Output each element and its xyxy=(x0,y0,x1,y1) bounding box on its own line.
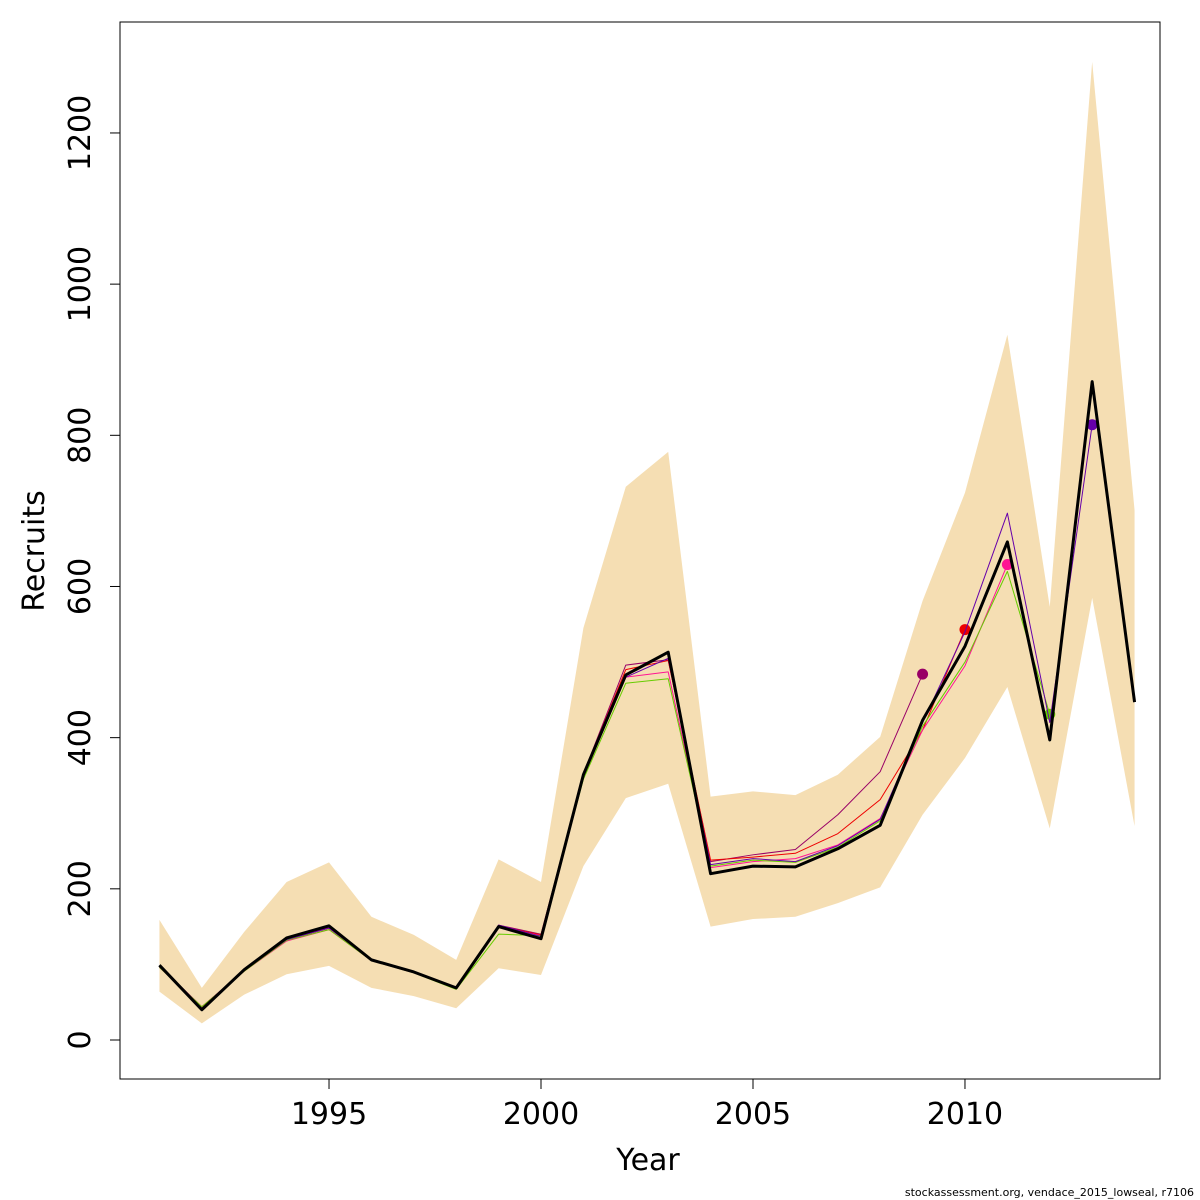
x-tick-label: 1995 xyxy=(291,1097,367,1132)
x-axis-label: Year xyxy=(615,1143,680,1178)
x-tick-label: 2000 xyxy=(503,1097,579,1132)
retro-end-point xyxy=(959,624,971,636)
retro-end-point xyxy=(1086,419,1098,431)
y-tick-label: 1000 xyxy=(63,246,98,322)
y-tick-label: 200 xyxy=(63,860,98,917)
retro-end-point xyxy=(917,668,929,680)
y-tick-label: 0 xyxy=(63,1030,98,1049)
main-line xyxy=(158,380,1137,1012)
x-tick-label: 2005 xyxy=(715,1097,791,1132)
y-axis-label: Recruits xyxy=(17,490,52,612)
y-tick-label: 1200 xyxy=(63,95,98,171)
y-tick-label: 600 xyxy=(63,558,98,615)
confidence-band xyxy=(159,61,1135,1024)
y-tick-label: 400 xyxy=(63,709,98,766)
y-tick-label: 800 xyxy=(63,407,98,464)
x-tick-label: 2010 xyxy=(927,1097,1003,1132)
footer: stockassessment.org, vendace_2015_lowsea… xyxy=(905,1186,1194,1199)
